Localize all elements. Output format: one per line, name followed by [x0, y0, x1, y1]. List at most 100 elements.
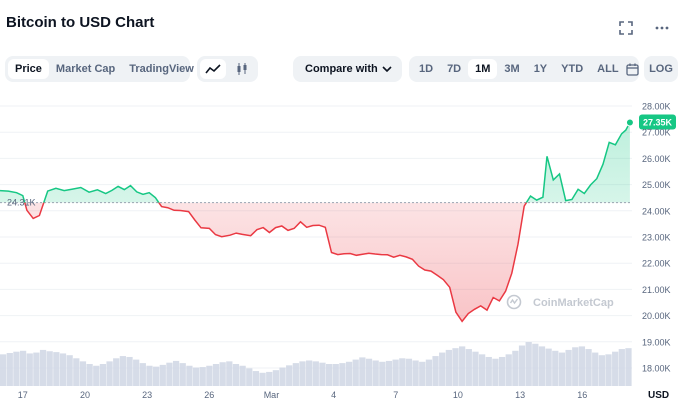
x-tick-label: 16 — [577, 390, 587, 400]
y-tick-label: 23.00K — [642, 233, 671, 243]
volume-bars — [0, 342, 632, 386]
volume-bar — [232, 364, 240, 386]
volume-bar — [179, 363, 186, 386]
calendar-button[interactable] — [625, 59, 639, 79]
volume-bar — [93, 365, 100, 386]
tab-tradingview[interactable]: TradingView — [129, 63, 194, 75]
volume-bar — [206, 365, 213, 386]
volume-bar — [345, 361, 353, 386]
volume-bar — [545, 348, 552, 386]
volume-bar — [585, 349, 592, 386]
volume-bar — [505, 354, 512, 386]
volume-bar — [432, 356, 439, 386]
volume-bar — [612, 351, 619, 386]
volume-bar — [266, 371, 273, 386]
volume-bar — [325, 364, 333, 386]
log-button[interactable]: LOG — [649, 63, 673, 75]
range-1m[interactable]: 1M — [468, 59, 498, 79]
log-scale-toggle: LOG — [644, 56, 678, 82]
x-tick-label: 13 — [515, 390, 525, 400]
volume-bar — [186, 365, 193, 386]
y-axis: 28.00K 27.00K 26.00K 25.00K 24.00K 23.00K 22.0… — [642, 102, 671, 374]
volume-bar — [86, 364, 93, 386]
volume-bar — [133, 359, 140, 386]
volume-bar — [299, 361, 306, 386]
volume-bar — [558, 352, 566, 386]
volume-bar — [618, 349, 625, 386]
x-axis: 17 20 23 26 Mar 4 7 10 13 16 — [18, 390, 587, 400]
range-ytd[interactable]: YTD — [561, 63, 584, 75]
volume-bar — [246, 368, 253, 386]
volume-bar — [239, 365, 246, 386]
candlestick-icon — [237, 63, 247, 75]
volume-bar — [425, 359, 433, 386]
volume-bar — [518, 345, 526, 386]
chevron-down-icon — [382, 66, 392, 72]
volume-bar — [412, 360, 419, 386]
y-tick-label: 19.00K — [642, 337, 671, 347]
volume-bar — [153, 366, 160, 386]
tab-market-cap[interactable]: Market Cap — [55, 63, 116, 75]
volume-bar — [13, 351, 20, 386]
volume-bar — [525, 342, 532, 386]
volume-bar — [319, 362, 326, 386]
volume-bar — [46, 351, 53, 386]
chart-style-toggle — [197, 56, 258, 82]
volume-bar — [572, 347, 579, 386]
volume-bar — [33, 352, 40, 386]
x-tick-label: 23 — [142, 390, 152, 400]
range-1d[interactable]: 1D — [419, 63, 434, 75]
range-1y[interactable]: 1Y — [533, 63, 548, 75]
x-tick-label: 7 — [393, 390, 398, 400]
volume-bar — [279, 367, 286, 386]
volume-bar — [399, 358, 406, 386]
y-tick-label: 25.00K — [642, 180, 671, 190]
volume-bar — [385, 360, 393, 386]
page-title: Bitcoin to USD Chart — [6, 14, 155, 31]
expand-icon[interactable] — [618, 20, 634, 36]
volume-bar — [512, 350, 519, 386]
volume-bar — [146, 365, 153, 386]
volume-bar — [139, 363, 146, 386]
line-chart-icon — [205, 64, 221, 74]
volume-bar — [625, 348, 632, 386]
coinmarketcap-logo-icon — [506, 294, 522, 310]
range-all[interactable]: ALL — [597, 63, 619, 75]
volume-bar — [252, 371, 260, 386]
volume-bar — [352, 359, 359, 386]
volume-bar — [592, 352, 599, 386]
y-tick-label: 18.00K — [642, 364, 671, 374]
y-tick-label: 21.00K — [642, 285, 671, 295]
volume-bar — [578, 346, 586, 386]
more-icon[interactable] — [654, 20, 670, 36]
volume-bar — [286, 365, 293, 386]
volume-bar — [359, 357, 366, 386]
volume-bar — [372, 360, 379, 386]
price-area-down — [0, 202, 630, 322]
volume-bar — [159, 364, 166, 386]
compare-with-dropdown[interactable]: Compare with — [293, 56, 402, 82]
y-tick-label: 27.00K — [642, 128, 671, 138]
volume-bar — [598, 355, 605, 386]
tab-price[interactable]: Price — [8, 59, 49, 79]
x-tick-label: Mar — [264, 390, 280, 400]
calendar-icon — [625, 63, 639, 76]
range-3m[interactable]: 3M — [504, 63, 520, 75]
volume-bar — [605, 354, 612, 386]
volume-bar — [292, 363, 299, 386]
volume-bar — [199, 367, 206, 386]
volume-bar — [379, 361, 386, 386]
candlestick-button[interactable] — [229, 59, 255, 79]
volume-bar — [339, 363, 346, 386]
x-tick-label: 10 — [453, 390, 463, 400]
volume-bar — [106, 361, 113, 386]
chart-grid — [0, 105, 632, 369]
range-7d[interactable]: 7D — [447, 63, 462, 75]
y-tick-label: 28.00K — [642, 102, 671, 112]
volume-bar — [478, 354, 486, 386]
line-chart-button[interactable] — [200, 59, 226, 79]
volume-bar — [172, 360, 180, 386]
watermark-text: CoinMarketCap — [533, 297, 614, 309]
time-range-tabs: 1D 7D 1M 3M 1Y YTD ALL — [409, 56, 639, 82]
volume-bar — [6, 353, 13, 386]
